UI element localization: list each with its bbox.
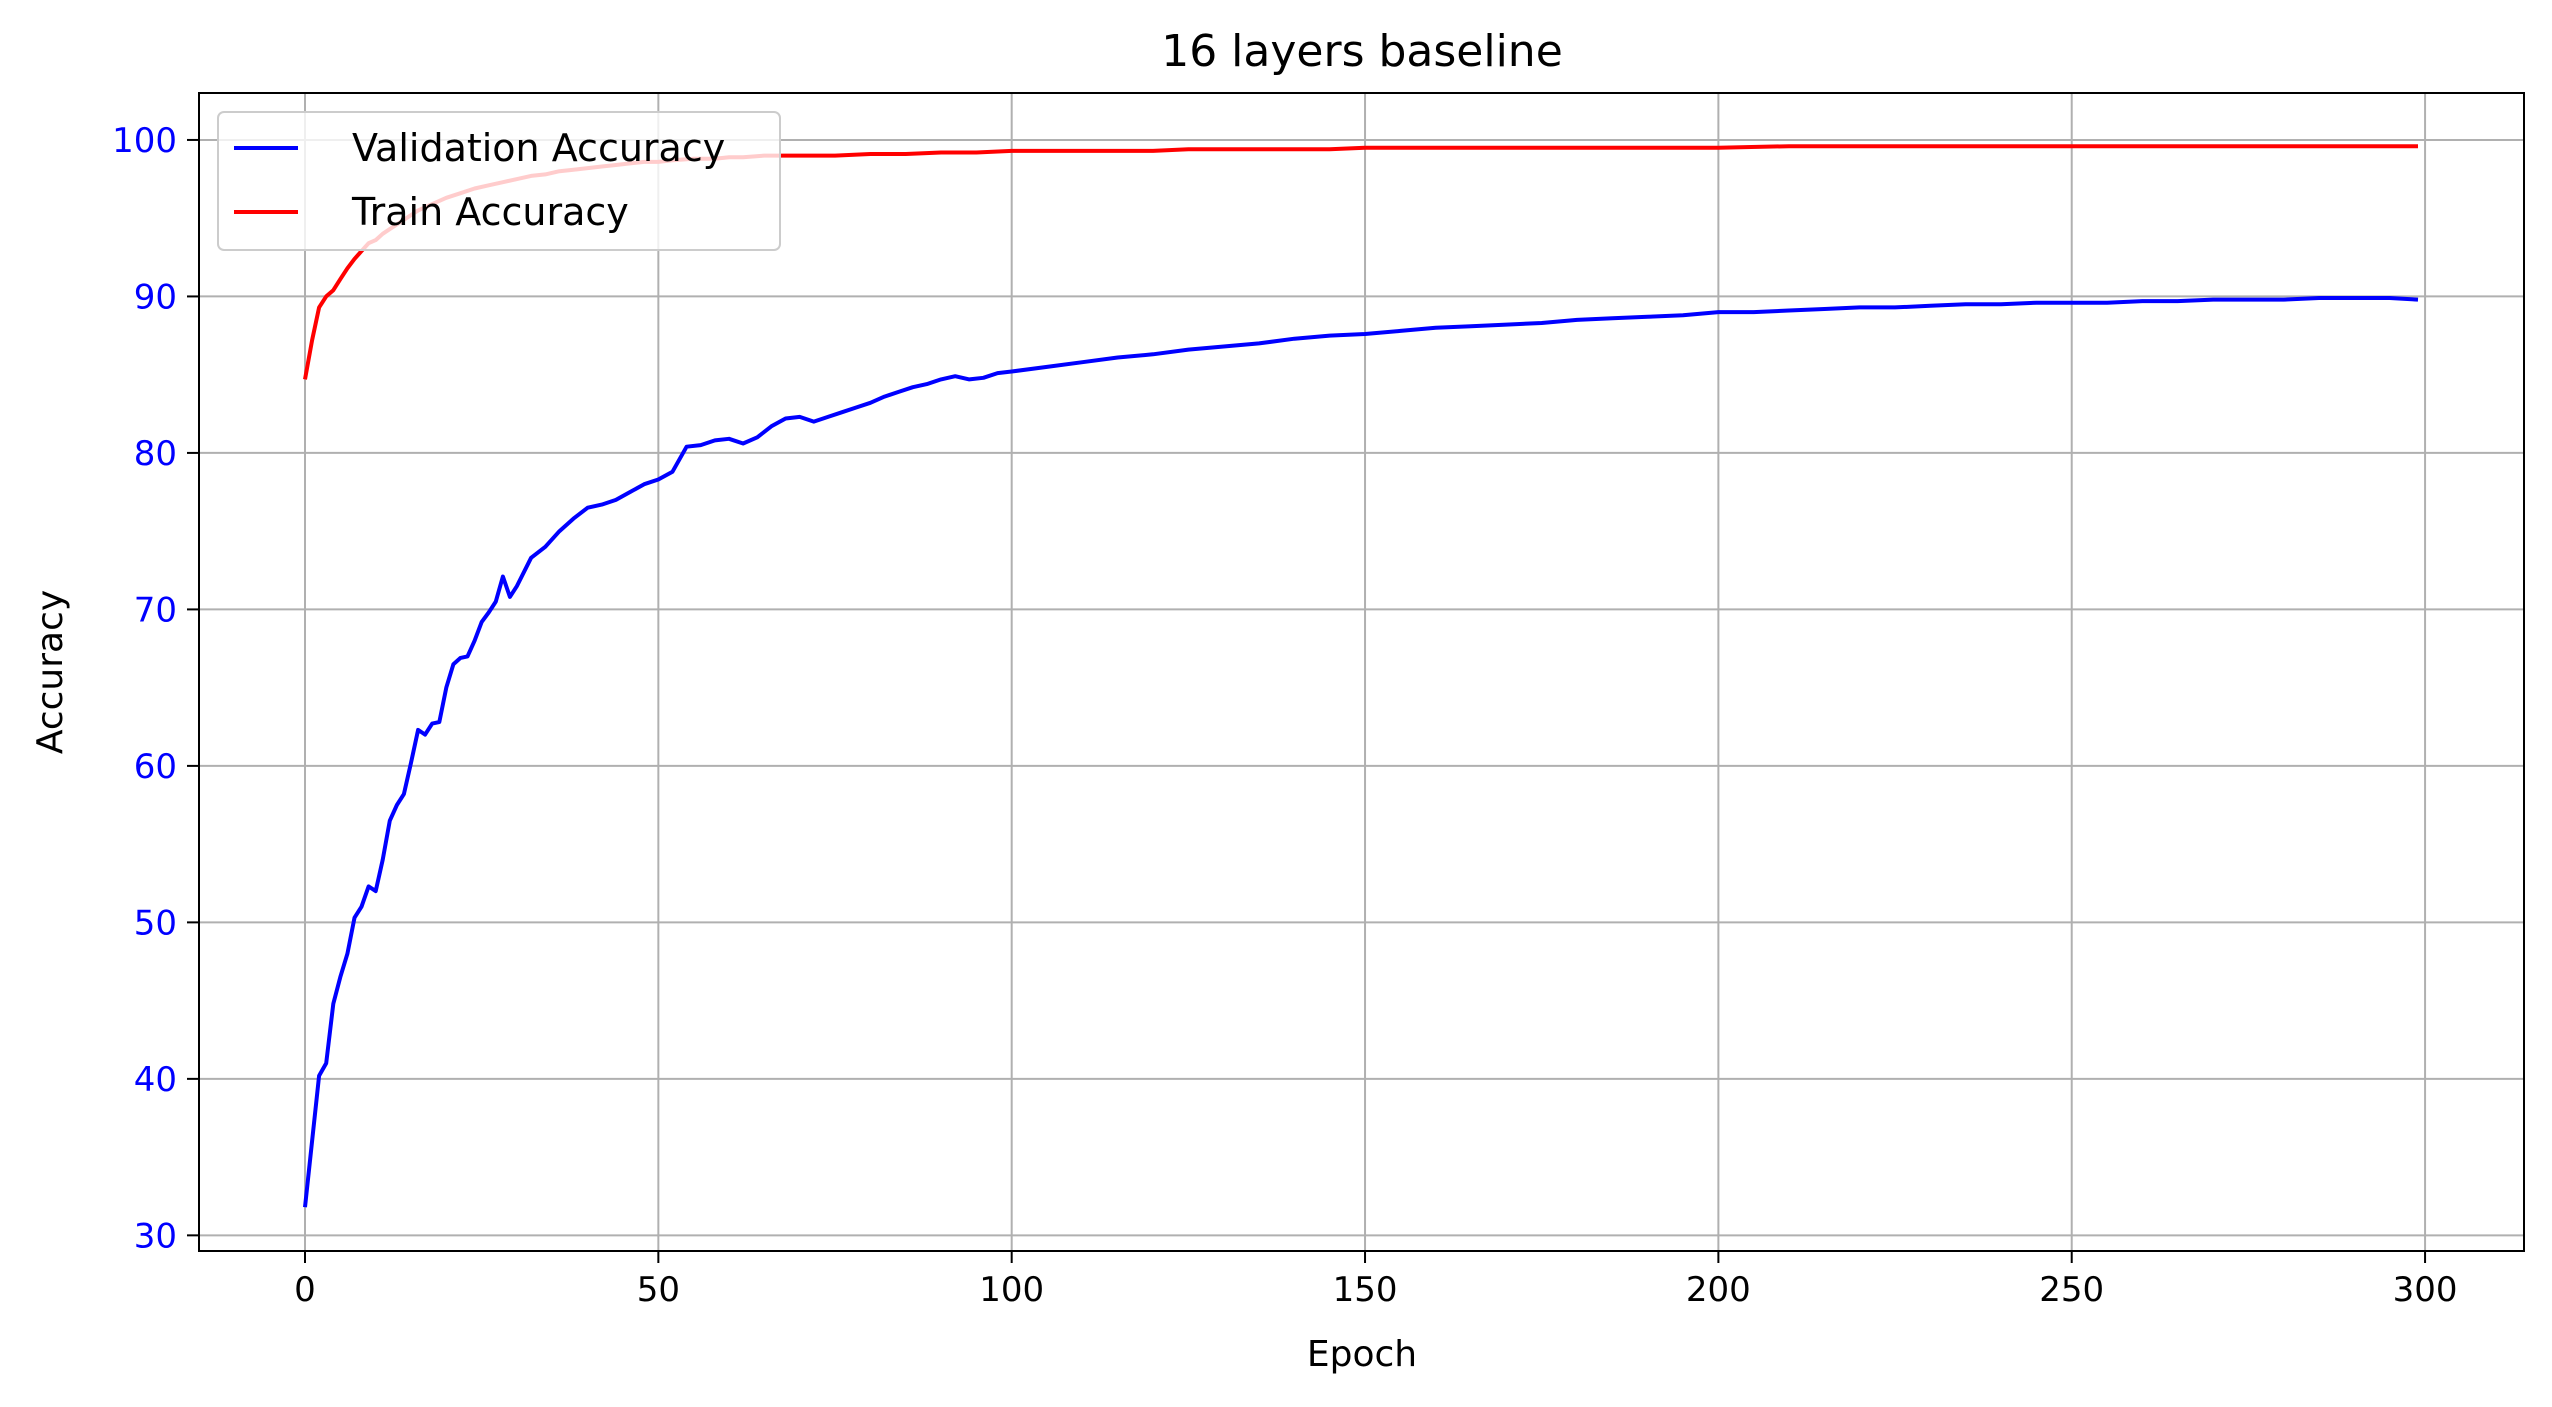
legend-label-validation-accuracy: Validation Accuracy	[352, 126, 725, 170]
y-tick-label: 90	[134, 277, 177, 317]
plot-frame	[198, 92, 2525, 1252]
x-tick-label: 250	[2039, 1270, 2104, 1310]
y-axis-label: Accuracy	[30, 590, 71, 754]
x-tick-label: 150	[1333, 1270, 1398, 1310]
y-tick-label: 70	[134, 590, 177, 630]
y-tick-label: 50	[134, 903, 177, 943]
tick-layer: 0 50 100 150 200 250 300 30 40 50 60 70 80 90 100	[112, 121, 2457, 1310]
legend-box	[217, 111, 781, 251]
legend-label-train-accuracy: Train Accuracy	[351, 190, 629, 234]
chart-title: 16 layers baseline	[1161, 26, 1563, 77]
y-tick-label: 60	[134, 747, 177, 787]
validation-accuracy-line	[303, 296, 2419, 1208]
x-tick-label: 50	[637, 1270, 680, 1310]
x-tick-label: 300	[2393, 1270, 2458, 1310]
grid-layer	[199, 93, 2524, 1251]
y-tick-label: 80	[134, 434, 177, 474]
y-tick-label: 100	[112, 121, 177, 161]
x-axis-label: Epoch	[1307, 1334, 1417, 1375]
y-tick-label: 30	[134, 1216, 177, 1256]
x-tick-label: 200	[1686, 1270, 1751, 1310]
x-tick-label: 0	[294, 1270, 316, 1310]
legend: Validation Accuracy Train Accuracy	[217, 111, 781, 251]
y-tick-label: 40	[134, 1060, 177, 1100]
x-tick-label: 100	[979, 1270, 1044, 1310]
